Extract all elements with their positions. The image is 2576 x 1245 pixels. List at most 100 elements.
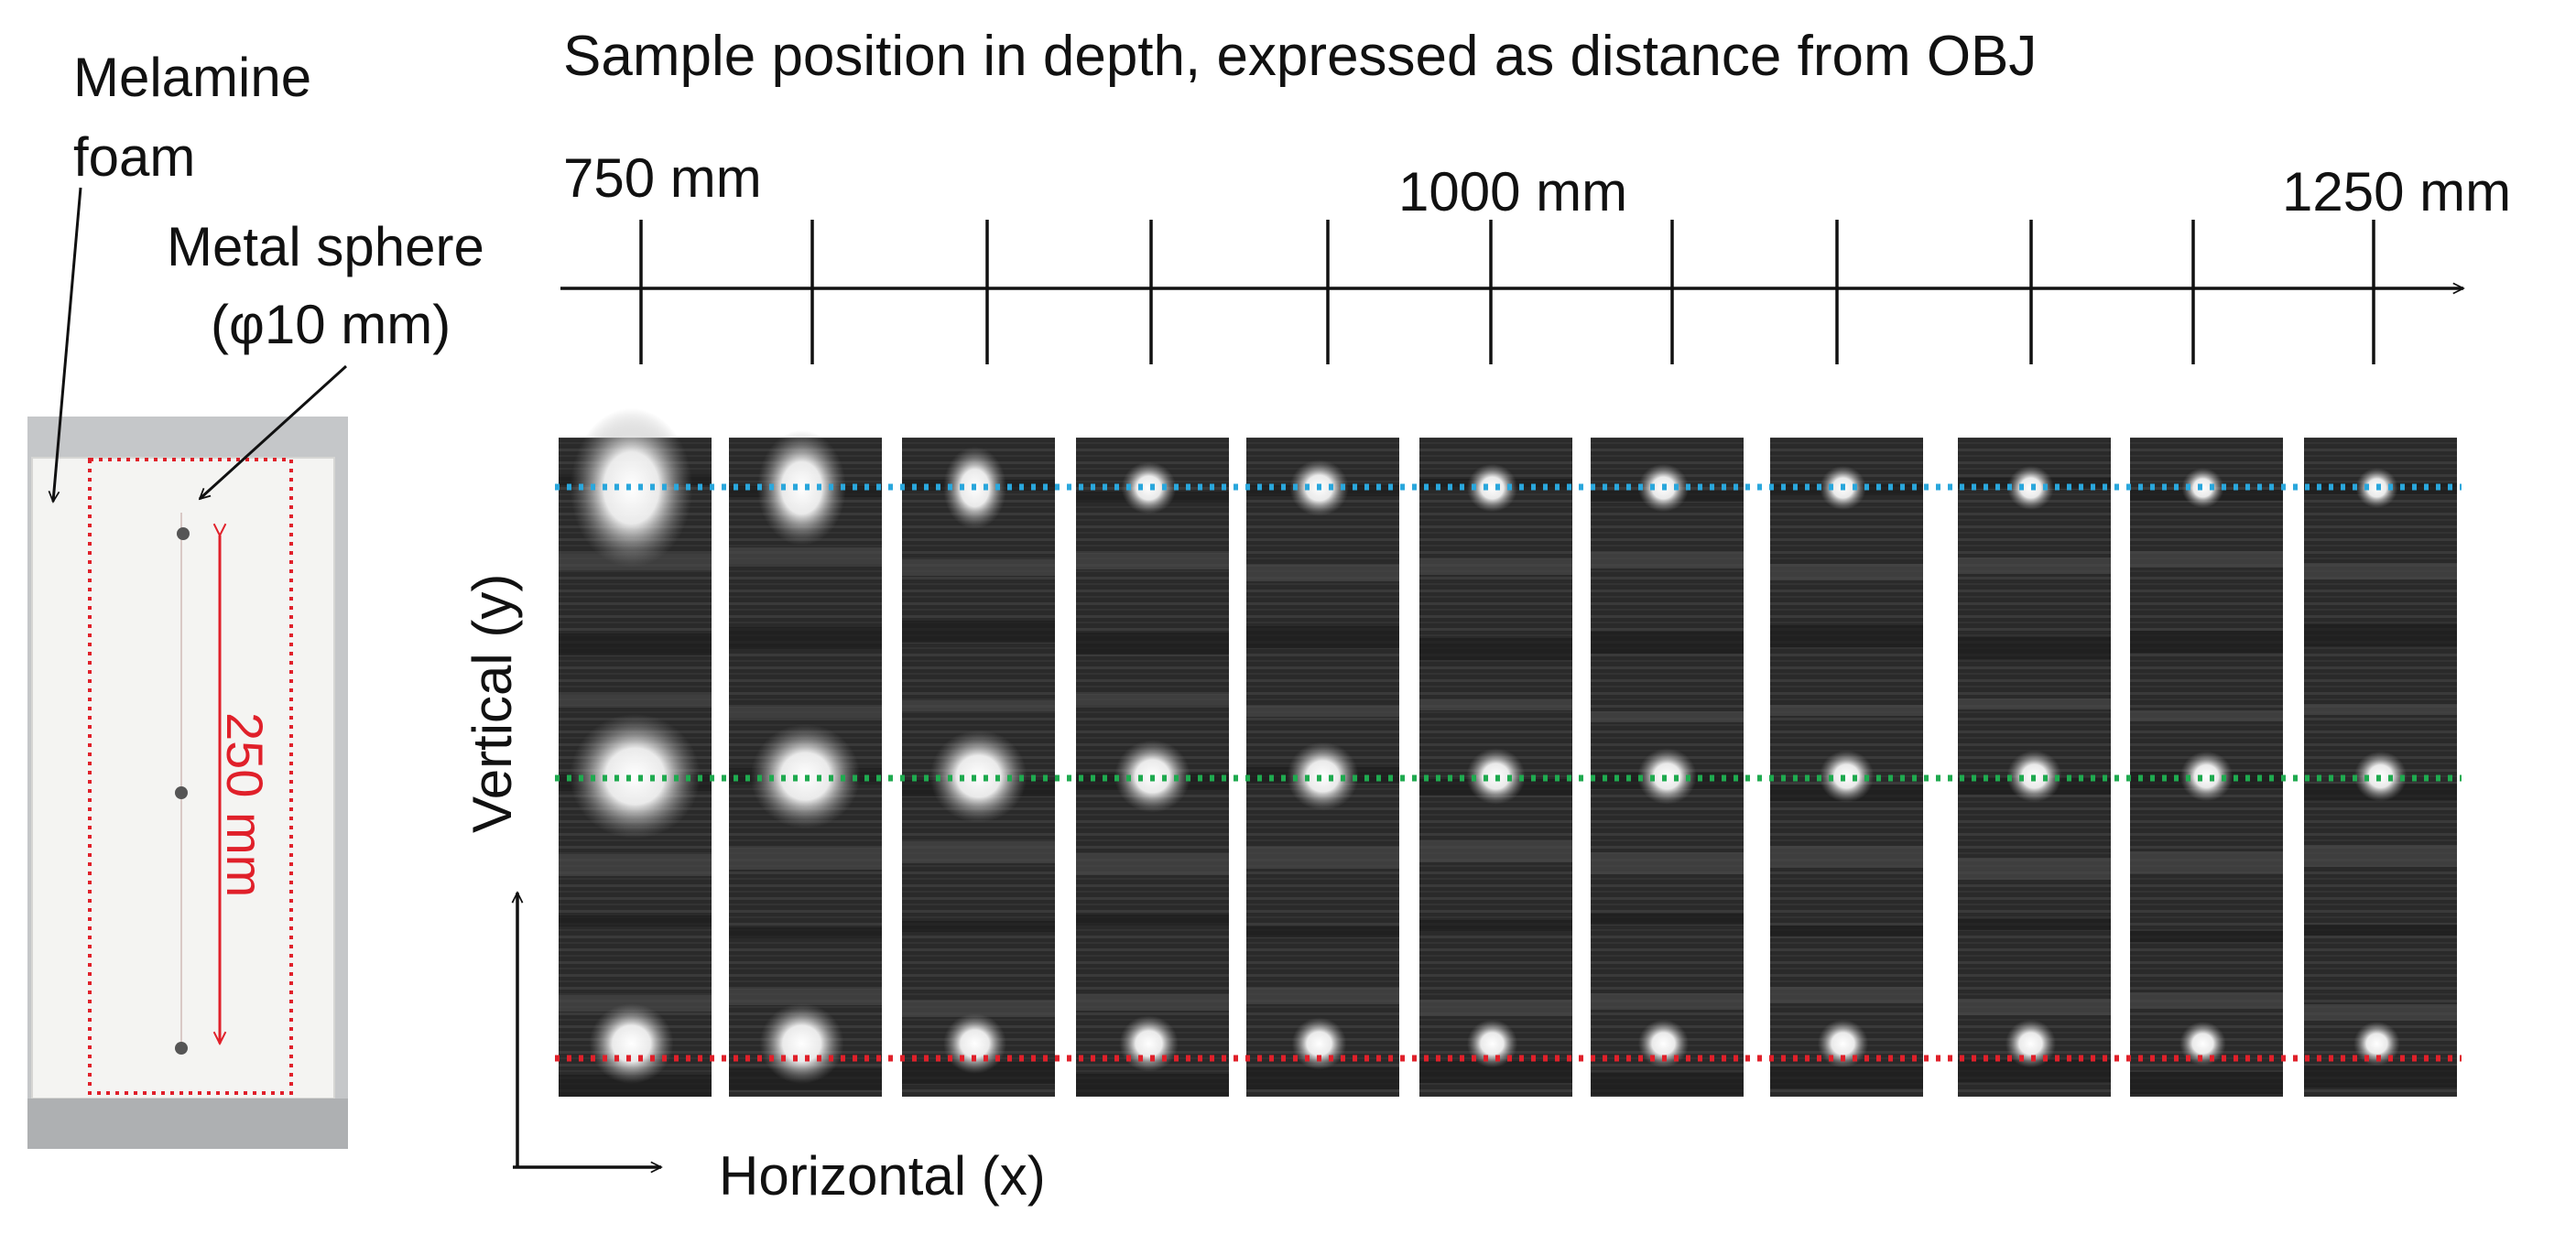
panel-noise-band <box>1958 858 2111 880</box>
panel-noise-band <box>1419 638 1572 660</box>
panel-noise-band <box>1958 558 2111 574</box>
image-panel <box>1246 438 1399 1097</box>
panel-noise-band <box>1246 626 1399 648</box>
sphere-image <box>589 1003 674 1084</box>
panel-noise-band <box>1591 914 1744 925</box>
panel-noise-band <box>1246 706 1399 717</box>
tick-label-1000: 1000 mm <box>1398 161 1627 222</box>
span-label: 250 mm <box>216 712 274 897</box>
sphere-image <box>2353 1021 2400 1066</box>
panel-noise-band <box>1076 915 1229 926</box>
panel-noise-band <box>1770 987 1923 1003</box>
panel-noise-band <box>2304 624 2457 646</box>
image-panel <box>1770 438 1923 1097</box>
panel-noise-band <box>2304 1066 2457 1088</box>
panel-noise-band <box>2130 631 2283 653</box>
panel-noise-band <box>2130 992 2283 1009</box>
panel-noise-band <box>902 921 1055 932</box>
panel-noise-band <box>1770 705 1923 716</box>
panel-noise-band <box>1770 625 1923 647</box>
panel-noise-band <box>559 633 712 655</box>
panel-noise-band <box>1958 919 2111 930</box>
sphere-image <box>1466 1019 1518 1068</box>
panel-noise-band <box>902 621 1055 643</box>
panel-noise-band <box>2304 1004 2457 1021</box>
foam-label-line1: Melamine <box>73 47 311 108</box>
panel-noise-band <box>2130 710 2283 721</box>
panel-noise-band <box>2130 851 2283 873</box>
panel-noise-band <box>729 848 882 870</box>
sphere-middle <box>175 786 188 799</box>
panel-noise-band <box>1958 698 2111 709</box>
sphere-top <box>177 527 190 540</box>
panel-noise-band <box>1591 711 1744 722</box>
sphere-image <box>2181 468 2224 508</box>
image-panel <box>1076 438 1229 1097</box>
sphere-image <box>929 730 1027 823</box>
photo-lower-shadow <box>27 1099 348 1149</box>
panel-noise-band <box>1591 632 1744 654</box>
panel-noise-band <box>729 989 882 1005</box>
foam-label-line2: foam <box>73 126 195 188</box>
panel-noise-band <box>1770 1066 1923 1088</box>
panel-noise-band <box>1076 994 1229 1011</box>
panel-noise-band <box>1076 553 1229 569</box>
panel-noise-band <box>1419 920 1572 931</box>
sphere-image <box>570 713 701 839</box>
panel-noise-band <box>729 927 882 938</box>
panel-noise-band <box>2304 704 2457 715</box>
image-panel <box>729 430 882 1097</box>
panel-noise-band <box>2304 925 2457 936</box>
panel-noise-band <box>2304 845 2457 867</box>
sphere-image <box>1819 750 1875 803</box>
sphere-image <box>2179 751 2234 802</box>
panel-noise-band <box>1246 926 1399 937</box>
panel-noise-band <box>559 695 712 706</box>
panel-noise-band <box>2130 551 2283 568</box>
sphere-image <box>2179 1021 2226 1066</box>
panel-noise-band <box>2130 1072 2283 1094</box>
sphere-image <box>1121 461 1177 514</box>
sphere-image <box>1119 1015 1179 1072</box>
panel-noise-band <box>2130 931 2283 942</box>
panel-noise-band <box>1958 999 2111 1015</box>
horizontal-axis-label: Horizontal (x) <box>719 1145 1046 1207</box>
panel-noise-band <box>902 1001 1055 1017</box>
panel-noise-band <box>902 700 1055 711</box>
sphere-pointer-arrow <box>200 364 348 499</box>
image-panel <box>902 438 1055 1097</box>
panel-noise-band <box>1076 694 1229 705</box>
sphere-image <box>570 408 693 568</box>
panel-noise-band <box>1591 1073 1744 1095</box>
panel-noise-band <box>559 915 712 926</box>
panel-noise-band <box>729 547 882 564</box>
image-panel <box>1591 438 1744 1097</box>
panel-noise-band <box>1419 558 1572 575</box>
panel-noise-band <box>2304 563 2457 579</box>
panel-noise-band <box>1770 926 1923 936</box>
figure-title: Sample position in depth, expressed as d… <box>563 25 2037 88</box>
foam-pointer-arrow <box>53 187 82 502</box>
panel-noise-band <box>902 841 1055 863</box>
sphere-image <box>1287 742 1359 811</box>
panel-noise-band <box>1419 840 1572 862</box>
panel-noise-band <box>1076 853 1229 875</box>
panel-noise-band <box>1958 637 2111 659</box>
panel-noise-band <box>1591 852 1744 874</box>
image-axes: Vertical (y) Horizontal (x) <box>462 574 1046 1207</box>
image-panel <box>1958 438 2111 1097</box>
sample-photo: 250 mm <box>27 417 348 1149</box>
depth-axis-ticks <box>639 220 2375 364</box>
panel-noise-band <box>729 707 882 718</box>
sphere-image <box>1637 748 1697 805</box>
panel-noise-band <box>559 854 712 876</box>
panel-noise-band <box>729 627 882 649</box>
sphere-image <box>757 430 846 546</box>
sphere-image <box>2005 1019 2057 1068</box>
panel-noise-band <box>902 559 1055 576</box>
sphere-label-line1: Metal sphere <box>167 216 484 277</box>
panel-noise-band <box>1076 633 1229 655</box>
panel-noise-band <box>1419 1000 1572 1016</box>
sphere-bottom <box>175 1042 188 1055</box>
